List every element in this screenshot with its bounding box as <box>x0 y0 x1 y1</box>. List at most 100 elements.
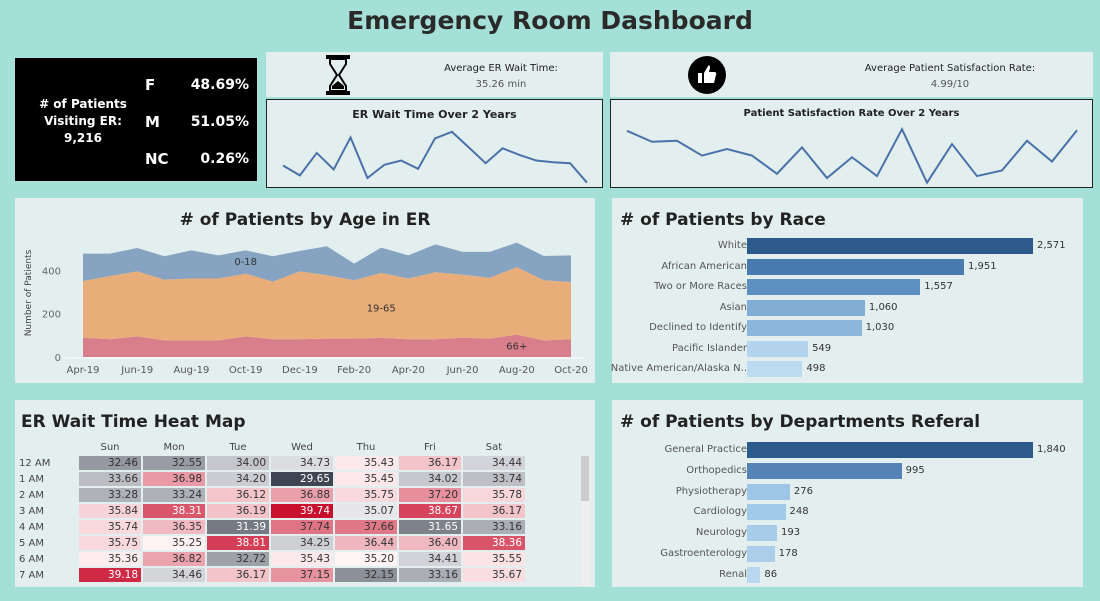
heatmap-cell[interactable]: 34.25 <box>271 536 333 550</box>
heatmap-title: ER Wait Time Heat Map <box>21 412 246 432</box>
bar-row[interactable]: Neurology 193 <box>612 525 1082 542</box>
heatmap-cell[interactable]: 32.72 <box>207 552 269 566</box>
heatmap-cell[interactable]: 35.45 <box>335 472 397 486</box>
heatmap-cell[interactable]: 34.46 <box>143 568 205 582</box>
heatmap-cell[interactable]: 36.88 <box>271 488 333 502</box>
bar-label: Neurology <box>695 527 747 539</box>
heatmap-cell[interactable]: 35.75 <box>79 536 141 550</box>
heatmap-cell[interactable]: 36.17 <box>463 504 525 518</box>
y-tick: 400 <box>42 266 61 277</box>
bar-label: Pacific Islander <box>672 342 747 354</box>
bar <box>747 504 786 521</box>
heatmap-cell[interactable]: 39.18 <box>79 568 141 582</box>
heatmap-cell[interactable]: 34.00 <box>207 456 269 470</box>
heatmap-cell[interactable]: 33.74 <box>463 472 525 486</box>
age-chart-title: # of Patients by Age in ER <box>179 210 431 230</box>
heatmap-cell[interactable]: 33.28 <box>79 488 141 502</box>
bar-value: 498 <box>806 363 826 374</box>
heatmap-cell[interactable]: 36.44 <box>335 536 397 550</box>
bar-row[interactable]: Cardiology 248 <box>612 504 1082 521</box>
bar-row[interactable]: Orthopedics 995 <box>612 462 1082 479</box>
heatmap-cell[interactable]: 35.67 <box>463 568 525 582</box>
bar-row[interactable]: General Practice 1,840 <box>612 442 1082 458</box>
gender-m: M <box>145 113 160 131</box>
heatmap-cell[interactable]: 35.36 <box>79 552 141 566</box>
bar-value: 1,951 <box>968 260 997 272</box>
heatmap-cell[interactable]: 36.17 <box>207 568 269 582</box>
bar-row[interactable]: Declined to Identify 1,030 <box>612 320 1082 336</box>
heatmap-cell[interactable]: 35.84 <box>79 504 141 518</box>
gender-nc-pct: 0.26% <box>200 151 249 167</box>
heatmap-cell[interactable]: 38.67 <box>399 504 461 518</box>
heatmap-cell[interactable]: 29.65 <box>271 472 333 486</box>
heatmap-cell[interactable]: 33.66 <box>79 472 141 486</box>
bar-label: Declined to Identify <box>649 322 747 333</box>
heatmap-cell[interactable]: 34.41 <box>399 552 461 566</box>
heatmap-cell[interactable]: 37.66 <box>335 520 397 534</box>
gender-f: F <box>145 76 156 94</box>
heatmap-cell[interactable]: 36.19 <box>207 504 269 518</box>
wait-kpi: Average ER Wait Time: 35.26 min <box>266 52 603 97</box>
bar-value: 248 <box>789 506 809 518</box>
heatmap-cell[interactable]: 32.46 <box>79 456 141 470</box>
scrollbar-thumb[interactable] <box>581 456 589 501</box>
heatmap-cell[interactable]: 37.74 <box>271 520 333 534</box>
column-header: Tue <box>229 442 247 453</box>
bar <box>747 299 865 316</box>
heatmap-cell[interactable]: 36.40 <box>399 536 461 550</box>
table-row: 6 AM 35.36 36.82 32.72 35.43 35.20 34.41 35.55 <box>17 552 525 566</box>
bar-value: 549 <box>812 342 832 354</box>
satisfaction-label: Average Patient Satisfaction Rate: <box>864 63 1036 74</box>
heatmap-cell[interactable]: 35.78 <box>463 488 525 502</box>
heatmap-cell[interactable]: 31.39 <box>207 520 269 534</box>
x-tick: Feb-20 <box>337 365 371 376</box>
heatmap-cell[interactable]: 37.15 <box>271 568 333 582</box>
heatmap-cell[interactable]: 35.75 <box>335 488 397 502</box>
heatmap-cell[interactable]: 33.16 <box>463 520 525 534</box>
heatmap-cell[interactable]: 38.81 <box>207 536 269 550</box>
table-row: 7 AM 39.18 34.46 36.17 37.15 32.15 33.16 35.67 <box>17 568 525 582</box>
heatmap-cell[interactable]: 35.25 <box>143 536 205 550</box>
bar-row[interactable]: Physiotherapy 276 <box>612 483 1082 500</box>
heatmap-cell[interactable]: 34.73 <box>271 456 333 470</box>
heatmap-cell[interactable]: 35.74 <box>79 520 141 534</box>
heatmap-cell[interactable]: 35.43 <box>271 552 333 566</box>
heatmap-cell[interactable]: 39.74 <box>271 504 333 518</box>
heatmap-cell[interactable]: 32.15 <box>335 568 397 582</box>
bar-row[interactable]: Gastroenterology 178 <box>612 546 1082 562</box>
heatmap-cell[interactable]: 36.82 <box>143 552 205 566</box>
bar-row[interactable]: Two or More Races 1,557 <box>612 279 1082 295</box>
heatmap-cell[interactable]: 35.07 <box>335 504 397 518</box>
heatmap-cell[interactable]: 33.16 <box>399 568 461 582</box>
race-chart-title: # of Patients by Race <box>620 210 826 230</box>
heatmap-scrollbar[interactable] <box>581 456 589 586</box>
heatmap-cell[interactable]: 35.20 <box>335 552 397 566</box>
thumbs-up-icon <box>688 56 726 94</box>
heatmap-cell[interactable]: 36.98 <box>143 472 205 486</box>
heatmap-cell[interactable]: 35.43 <box>335 456 397 470</box>
x-tick: Jun-19 <box>120 365 153 376</box>
heatmap-cell[interactable]: 36.12 <box>207 488 269 502</box>
heatmap-cell[interactable]: 38.31 <box>143 504 205 518</box>
bar-row[interactable]: Pacific Islander 549 <box>612 340 1082 357</box>
bar-row[interactable]: Asian 1,060 <box>612 299 1082 316</box>
patients-total: 9,216 <box>64 131 102 145</box>
bar-row[interactable]: African American 1,951 <box>612 258 1082 275</box>
heatmap-cell[interactable]: 34.20 <box>207 472 269 486</box>
heatmap-cell[interactable]: 31.65 <box>399 520 461 534</box>
heatmap-cell[interactable]: 34.44 <box>463 456 525 470</box>
wait-label: Average ER Wait Time: <box>444 63 558 74</box>
heatmap-cell[interactable]: 32.55 <box>143 456 205 470</box>
heatmap-cell[interactable]: 37.20 <box>399 488 461 502</box>
bar-row[interactable]: Native American/Alaska N.. 498 <box>611 361 1082 377</box>
bar-label: General Practice <box>664 444 747 455</box>
heatmap-cell[interactable]: 36.17 <box>399 456 461 470</box>
heatmap-cell[interactable]: 33.24 <box>143 488 205 502</box>
satisfaction-value: 4.99/10 <box>930 79 970 90</box>
heatmap-cell[interactable]: 38.36 <box>463 536 525 550</box>
heatmap-cell[interactable]: 34.02 <box>399 472 461 486</box>
bar-row[interactable]: White 2,571 <box>612 238 1082 254</box>
heatmap-cell[interactable]: 35.55 <box>463 552 525 566</box>
heatmap-cell[interactable]: 36.35 <box>143 520 205 534</box>
bar-row[interactable]: Renal 86 <box>612 566 1082 583</box>
